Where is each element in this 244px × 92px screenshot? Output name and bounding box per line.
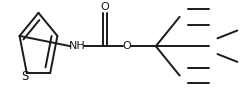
Text: NH: NH xyxy=(69,41,86,51)
Text: S: S xyxy=(21,70,29,83)
Text: O: O xyxy=(122,41,131,51)
Text: O: O xyxy=(101,2,109,12)
